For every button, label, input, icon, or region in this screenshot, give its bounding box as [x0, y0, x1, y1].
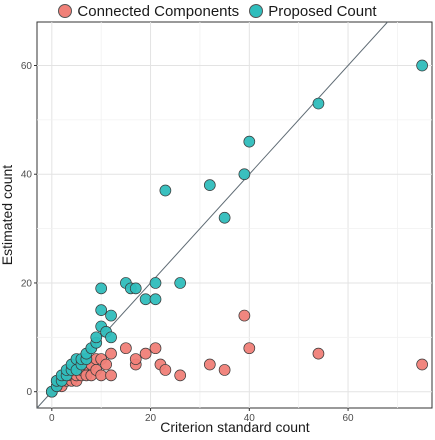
point-proposed-count [149, 293, 162, 306]
point-connected-components [218, 364, 231, 376]
point-proposed-count [218, 211, 231, 224]
point-proposed-count [203, 179, 216, 191]
y-tick-label: 60 [21, 61, 33, 72]
point-proposed-count [243, 135, 256, 148]
point-connected-components [149, 342, 162, 355]
point-connected-components [159, 364, 172, 376]
point-connected-components [105, 347, 117, 360]
point-connected-components [129, 353, 142, 365]
point-connected-components [174, 369, 187, 382]
data-points [45, 59, 428, 398]
gridlines [37, 22, 432, 408]
point-proposed-count [129, 282, 142, 295]
point-proposed-count [95, 304, 108, 316]
legend-key-connected-components [58, 4, 73, 18]
point-proposed-count [95, 282, 108, 295]
legend: Connected Components Proposed Count [0, 0, 435, 22]
point-connected-components [139, 347, 152, 360]
point-connected-components [312, 347, 325, 360]
y-axis-label: Estimated count [0, 165, 15, 265]
legend-item-connected-components: Connected Components [58, 3, 239, 20]
point-proposed-count [312, 97, 325, 110]
legend-label-connected-components: Connected Components [77, 2, 240, 20]
legend-key-proposed-count [249, 4, 264, 18]
point-proposed-count [105, 331, 117, 344]
point-connected-components [105, 369, 117, 382]
plot-panel [36, 21, 433, 409]
point-connected-components [238, 309, 251, 322]
point-proposed-count [139, 293, 152, 306]
x-tick-label: 0 [49, 413, 55, 424]
point-connected-components [203, 358, 216, 371]
legend-item-proposed-count: Proposed Count [249, 2, 377, 20]
point-proposed-count [149, 277, 162, 289]
point-proposed-count [174, 277, 187, 289]
point-connected-components [100, 358, 112, 371]
x-tick-label: 20 [145, 413, 157, 424]
x-tick-label: 60 [343, 413, 355, 424]
point-proposed-count [238, 168, 251, 181]
y-axis-ticks: 0 20 40 60 [21, 61, 37, 398]
point-connected-components [120, 342, 132, 355]
x-axis-label: Criterion standard count [160, 419, 310, 435]
point-proposed-count [105, 309, 117, 322]
x-axis-ticks: 0 20 40 60 [49, 408, 354, 424]
legend-label-proposed-count: Proposed Count [268, 2, 377, 20]
point-proposed-count [416, 59, 428, 72]
point-connected-components [243, 342, 256, 355]
point-proposed-count [90, 331, 103, 344]
y-tick-label: 0 [26, 387, 32, 398]
x-tick-label: 40 [244, 413, 256, 424]
point-connected-components [416, 358, 428, 371]
point-connected-components [95, 369, 108, 382]
point-proposed-count [159, 184, 172, 197]
y-tick-label: 40 [21, 170, 33, 181]
y-tick-label: 20 [21, 278, 33, 289]
